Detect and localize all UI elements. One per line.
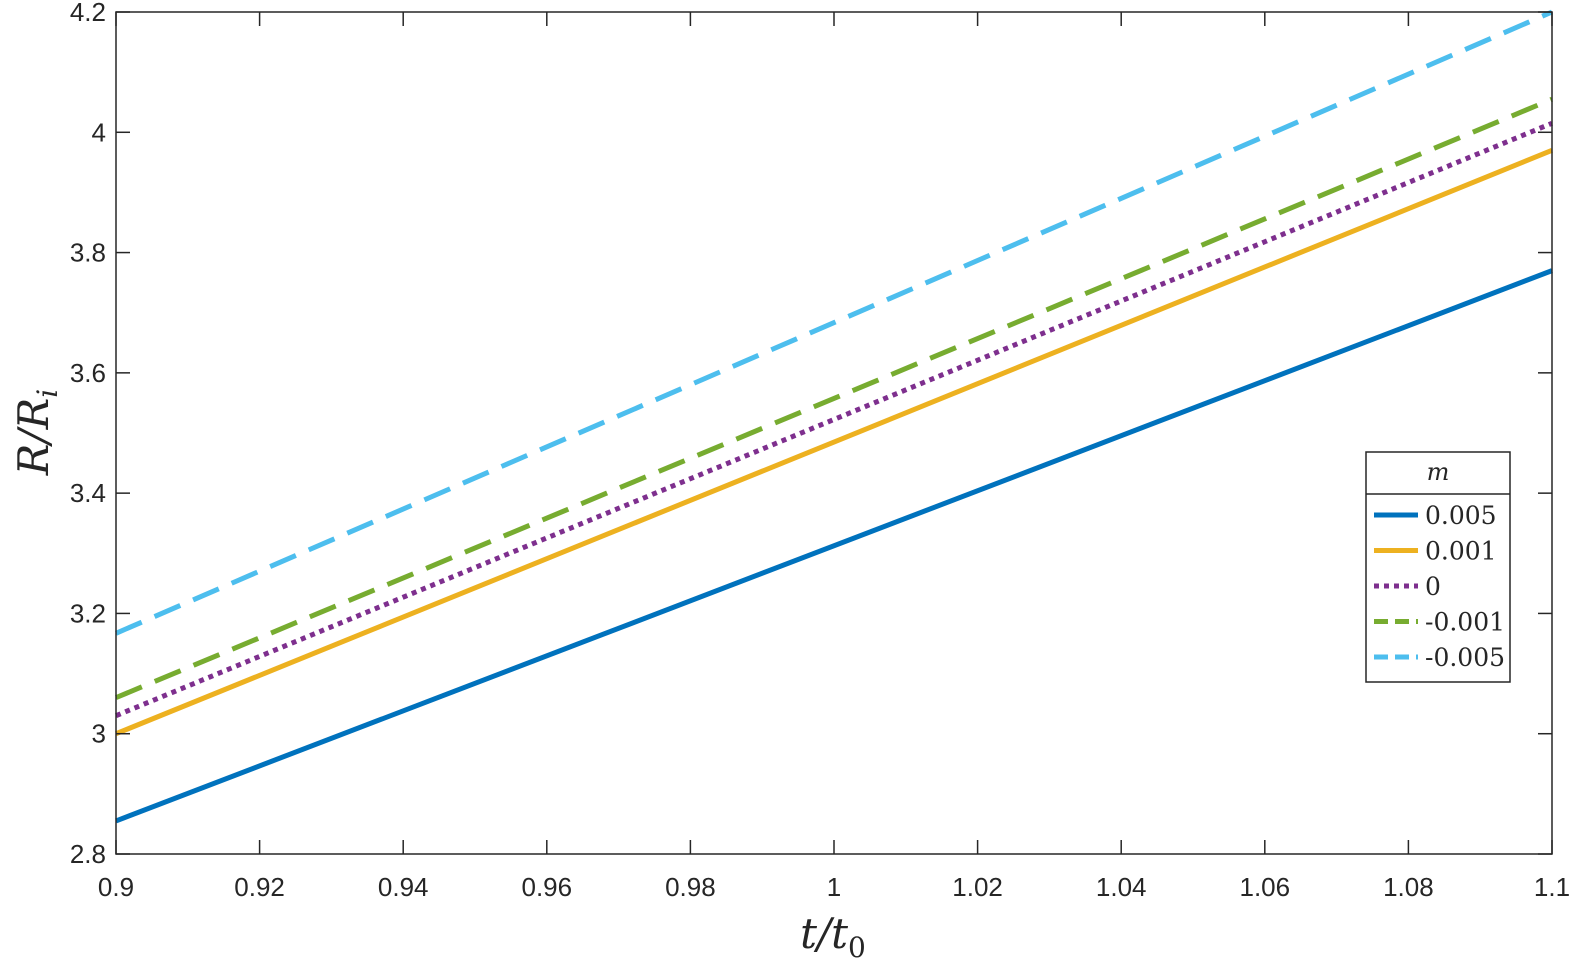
- y-axis-title: R/Ri: [9, 389, 64, 476]
- x-tick-label: 0.94: [378, 872, 429, 902]
- series-lines: [115, 9, 1553, 824]
- legend-label-0: 0.005: [1425, 501, 1497, 530]
- y-tick-label: 4: [92, 117, 106, 147]
- x-tick-label: 1: [827, 872, 841, 902]
- legend-label-1: 0.001: [1425, 537, 1497, 566]
- x-tick-label: 1.06: [1239, 872, 1290, 902]
- x-axis-title: t/t0: [800, 909, 866, 960]
- legend-box: [1365, 451, 1511, 683]
- x-tick-labels: 0.9 0.92 0.94 0.96 0.98 1 1.02 1.04 1.06 1.08 1.1: [98, 872, 1570, 902]
- y-tick-label: 2.8: [70, 839, 106, 869]
- series-line-2: [115, 120, 1553, 718]
- x-tick-label: 0.92: [234, 872, 285, 902]
- x-tick-label: 1.04: [1096, 872, 1147, 902]
- legend-label-2: 0: [1425, 572, 1441, 601]
- series-line-4: [115, 9, 1553, 636]
- legend-label-4: -0.005: [1425, 643, 1505, 672]
- legend-label-3: -0.001: [1425, 608, 1505, 637]
- series-line-3: [115, 96, 1553, 700]
- x-tick-label: 0.9: [98, 872, 134, 902]
- plot-area-frame: [115, 11, 1553, 855]
- y-tick-label: 3.8: [70, 238, 106, 268]
- y-tick-labels: 2.8 3 3.2 3.4 3.6 3.8 4 4.2: [70, 0, 106, 869]
- legend: m 0.005 0.001 0 -0.001 -0.005: [1365, 451, 1511, 683]
- y-tick-label: 3: [92, 719, 106, 749]
- axis-ticks: [115, 11, 1553, 855]
- x-tick-label: 1.1: [1534, 872, 1570, 902]
- x-tick-label: 1.08: [1383, 872, 1434, 902]
- x-tick-label: 0.96: [521, 872, 572, 902]
- y-tick-label: 3.6: [70, 358, 106, 388]
- legend-entries: 0.005 0.001 0 -0.001 -0.005: [1374, 501, 1505, 672]
- series-line-1: [115, 148, 1553, 737]
- x-tick-label: 0.98: [665, 872, 716, 902]
- series-line-0: [115, 268, 1553, 824]
- x-tick-label: 1.02: [952, 872, 1003, 902]
- y-tick-label: 4.2: [70, 0, 106, 27]
- legend-title: m: [1427, 458, 1450, 486]
- y-tick-label: 3.2: [70, 598, 106, 628]
- y-tick-label: 3.4: [70, 478, 106, 508]
